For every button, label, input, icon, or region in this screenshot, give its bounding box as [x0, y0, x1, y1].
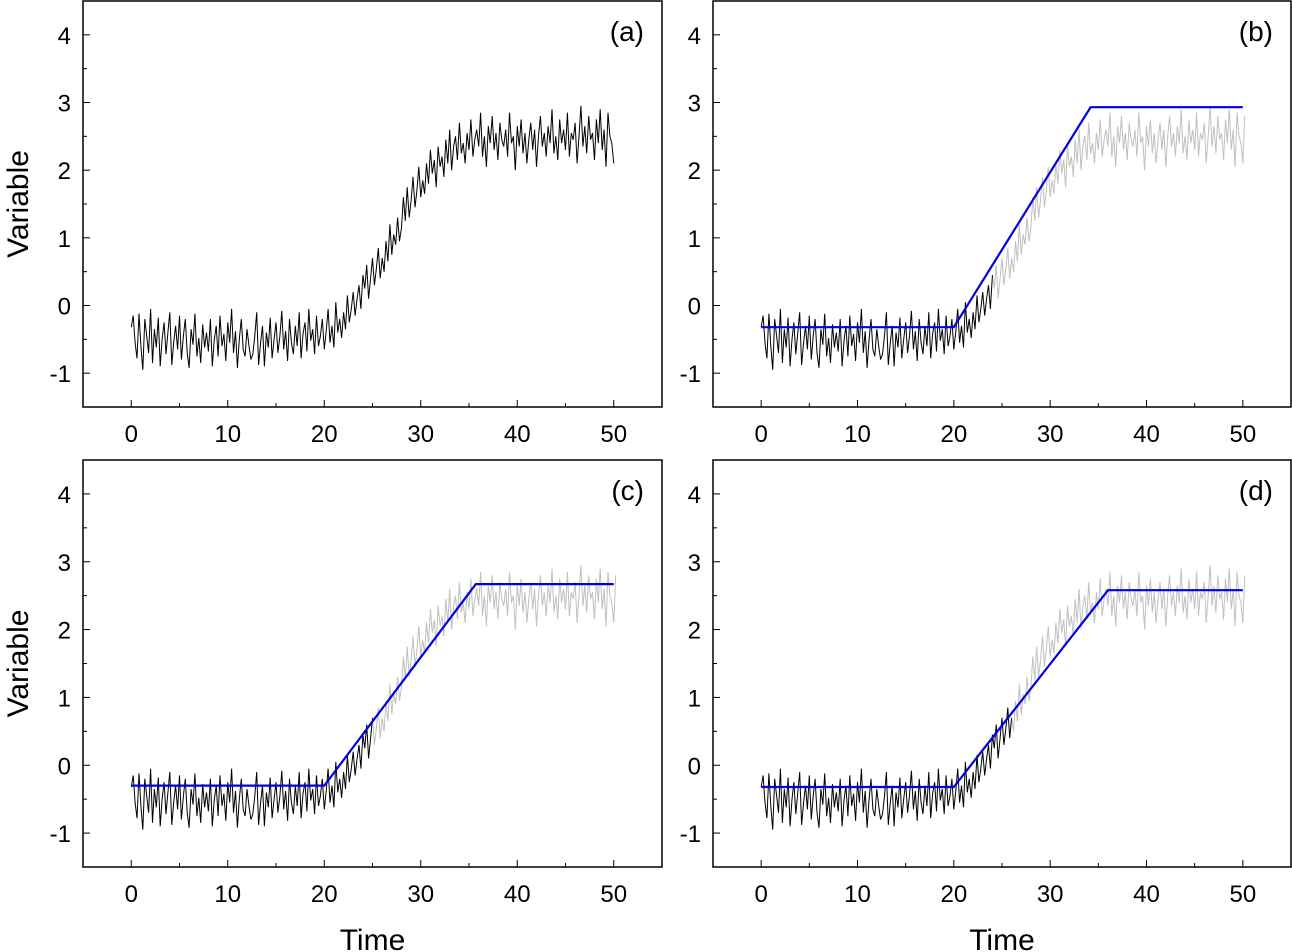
- panel-label: (b): [1239, 16, 1273, 47]
- x-tick-label: 10: [214, 421, 241, 448]
- panel-d: 0 10 20 30 40 50 -1 0 1 2 3 4 (d) Time: [680, 459, 1292, 952]
- y-tick-label: 0: [688, 753, 701, 780]
- y-tick-label: 1: [58, 685, 71, 712]
- x-tick-label: 0: [754, 421, 767, 448]
- x-tick-label: 10: [214, 881, 241, 908]
- x-axis-title: Time: [969, 924, 1035, 952]
- x-tick-label: 30: [407, 881, 434, 908]
- y-tick-label: 1: [688, 685, 701, 712]
- x-tick-label: 20: [940, 881, 967, 908]
- plot-frame: [712, 459, 1292, 868]
- x-tick-label: 20: [940, 421, 967, 448]
- fit-line: [761, 589, 1243, 789]
- x-tick-label: 40: [1133, 881, 1160, 908]
- y-tick-label: 4: [58, 482, 71, 509]
- x-tick-label: 10: [844, 421, 871, 448]
- panel-label: (c): [611, 475, 644, 506]
- x-tick-label: 40: [504, 421, 531, 448]
- x-tick-label: 50: [1229, 881, 1256, 908]
- x-tick-label: 10: [844, 881, 871, 908]
- y-tick-label: -1: [680, 361, 701, 388]
- observed-series-line: [760, 707, 1013, 830]
- y-tick-label: 1: [58, 226, 71, 253]
- plot-frame: [82, 0, 663, 408]
- y-tick-label: 4: [688, 23, 701, 50]
- y-tick-label: 0: [58, 294, 71, 321]
- y-axis-title: Variable: [2, 150, 35, 258]
- x-tick-label: 50: [600, 421, 627, 448]
- x-tick-label: 50: [600, 881, 627, 908]
- observed-series-line: [760, 274, 993, 370]
- y-tick-label: 2: [688, 158, 701, 185]
- x-tick-label: 30: [407, 421, 434, 448]
- y-tick-label: 4: [58, 23, 71, 50]
- unobserved-series-line: [991, 105, 1246, 299]
- y-tick-label: 3: [688, 91, 701, 118]
- x-tick-label: 50: [1229, 421, 1256, 448]
- y-tick-label: 4: [688, 482, 701, 509]
- x-tick-label: 20: [311, 421, 338, 448]
- x-tick-label: 30: [1037, 881, 1064, 908]
- x-tick-label: 30: [1037, 421, 1064, 448]
- y-tick-label: 3: [688, 550, 701, 577]
- panel-b: 0 10 20 30 40 50 -1 0 1 2 3 4 (b): [680, 0, 1292, 448]
- y-tick-label: 2: [58, 618, 71, 645]
- fit-line: [131, 583, 614, 787]
- unobserved-series-line: [372, 565, 617, 745]
- y-tick-label: 3: [58, 91, 71, 118]
- x-tick-label: 20: [311, 881, 338, 908]
- panel-label: (a): [610, 16, 644, 47]
- y-tick-label: 3: [58, 550, 71, 577]
- y-tick-label: -1: [680, 821, 701, 848]
- x-tick-label: 40: [504, 881, 531, 908]
- plot-frame: [712, 0, 1292, 408]
- observed-series-line: [130, 717, 373, 830]
- y-tick-label: 1: [688, 226, 701, 253]
- y-tick-label: 2: [58, 158, 71, 185]
- x-tick-label: 0: [754, 881, 767, 908]
- y-axis-title: Variable: [2, 610, 35, 718]
- panel-label: (d): [1239, 475, 1273, 506]
- fit-line: [761, 106, 1243, 329]
- x-axis-title: Time: [340, 924, 406, 952]
- plot-frame: [82, 459, 663, 868]
- x-tick-label: 0: [125, 421, 138, 448]
- y-tick-label: 0: [688, 294, 701, 321]
- panel-c: 0 10 20 30 40 50 -1 0 1 2 3 4 (c) Variable Time: [2, 459, 663, 952]
- x-tick-label: 40: [1133, 421, 1160, 448]
- y-tick-label: 2: [688, 618, 701, 645]
- y-tick-label: -1: [50, 361, 71, 388]
- y-tick-label: -1: [50, 821, 71, 848]
- observed-series-line: [130, 105, 615, 370]
- unobserved-series-line: [1011, 565, 1246, 732]
- y-tick-label: 0: [58, 753, 71, 780]
- x-tick-label: 0: [125, 881, 138, 908]
- panel-a: 0 10 20 30 40 50 -1 0 1 2 3 4 (a) Variable: [2, 0, 663, 448]
